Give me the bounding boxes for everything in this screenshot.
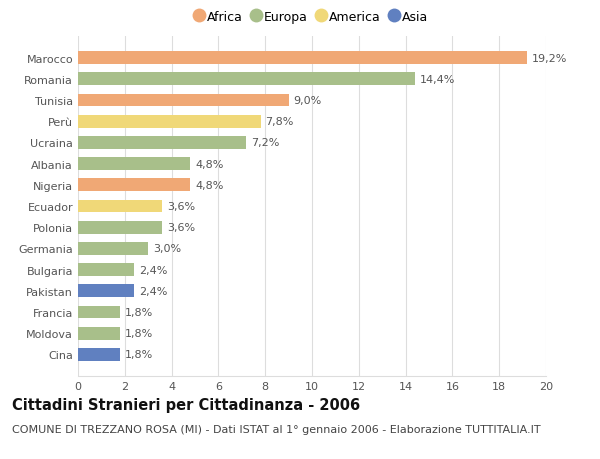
- Legend: Africa, Europa, America, Asia: Africa, Europa, America, Asia: [196, 11, 428, 24]
- Bar: [78, 242, 148, 255]
- Text: 9,0%: 9,0%: [293, 96, 322, 106]
- Text: 3,6%: 3,6%: [167, 202, 195, 212]
- Bar: [78, 95, 289, 107]
- Bar: [78, 158, 190, 171]
- Text: 19,2%: 19,2%: [532, 54, 568, 63]
- Bar: [78, 306, 120, 319]
- Text: 1,8%: 1,8%: [125, 350, 153, 359]
- Bar: [78, 116, 260, 129]
- Text: 7,2%: 7,2%: [251, 138, 280, 148]
- Bar: [78, 263, 134, 276]
- Text: Cittadini Stranieri per Cittadinanza - 2006: Cittadini Stranieri per Cittadinanza - 2…: [12, 397, 360, 412]
- Bar: [78, 137, 247, 150]
- Text: 3,0%: 3,0%: [153, 244, 181, 254]
- Text: 4,8%: 4,8%: [195, 159, 223, 169]
- Bar: [78, 221, 162, 234]
- Bar: [78, 348, 120, 361]
- Text: COMUNE DI TREZZANO ROSA (MI) - Dati ISTAT al 1° gennaio 2006 - Elaborazione TUTT: COMUNE DI TREZZANO ROSA (MI) - Dati ISTA…: [12, 425, 541, 435]
- Text: 7,8%: 7,8%: [265, 117, 293, 127]
- Bar: [78, 52, 527, 65]
- Text: 1,8%: 1,8%: [125, 329, 153, 338]
- Text: 2,4%: 2,4%: [139, 286, 167, 296]
- Text: 4,8%: 4,8%: [195, 180, 223, 190]
- Bar: [78, 179, 190, 192]
- Bar: [78, 73, 415, 86]
- Text: 3,6%: 3,6%: [167, 223, 195, 233]
- Bar: [78, 327, 120, 340]
- Text: 14,4%: 14,4%: [419, 75, 455, 84]
- Bar: [78, 200, 162, 213]
- Bar: [78, 285, 134, 297]
- Text: 1,8%: 1,8%: [125, 308, 153, 317]
- Text: 2,4%: 2,4%: [139, 265, 167, 275]
